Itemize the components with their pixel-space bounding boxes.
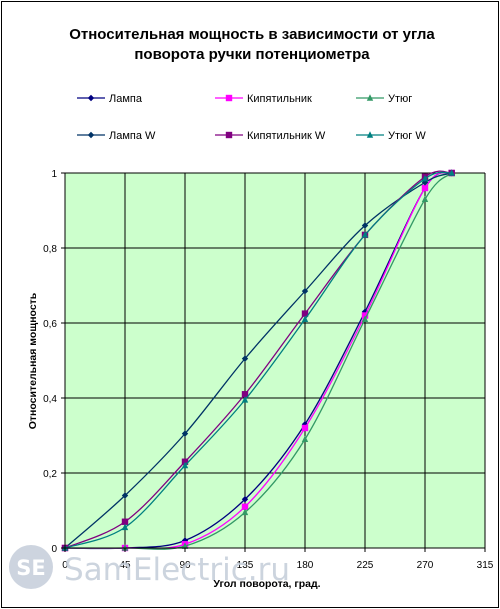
x-tick-label: 90 <box>179 560 191 571</box>
legend-marker <box>366 131 374 138</box>
y-axis-label: Относительная мощность <box>27 292 39 429</box>
chart-title-line1: Относительная мощность в зависимости от … <box>69 26 435 43</box>
watermark-badge-text: SE <box>16 556 45 580</box>
y-tick-label: 0,4 <box>43 394 57 405</box>
data-point <box>241 396 249 403</box>
data-point <box>301 287 309 295</box>
data-point <box>421 195 429 202</box>
data-point <box>121 523 129 531</box>
x-tick-label: 270 <box>417 560 434 571</box>
x-tick-label: 45 <box>119 560 131 571</box>
x-axis-label: Угол поворота, град. <box>213 578 320 590</box>
data-point <box>121 492 129 499</box>
chart-title-line2: поворота ручки потенциометра <box>134 46 370 63</box>
data-point <box>301 315 309 322</box>
data-point <box>421 184 429 192</box>
legend-marker <box>225 94 233 102</box>
y-tick-label: 0,8 <box>43 244 57 255</box>
legend-marker <box>366 94 374 101</box>
legend-marker <box>87 94 95 102</box>
watermark-text: SamElectric.ru <box>64 552 290 588</box>
data-point <box>301 424 309 432</box>
data-point <box>241 391 249 398</box>
x-tick-label: 225 <box>357 560 374 571</box>
x-tick-label: 0 <box>62 560 68 571</box>
series-line <box>64 171 452 549</box>
data-point <box>181 461 189 469</box>
legend-item-3: Утюг <box>356 93 412 105</box>
data-point <box>181 458 189 465</box>
data-point <box>421 179 429 186</box>
legend-item-5: Кипятильник W <box>215 130 326 142</box>
data-point <box>361 315 369 322</box>
data-point <box>181 542 189 549</box>
data-point <box>241 508 249 516</box>
legend-item-6: Утюг W <box>356 130 426 142</box>
y-tick-label: 0 <box>51 544 57 555</box>
data-point <box>361 312 369 319</box>
legend-label: Утюг <box>388 93 412 105</box>
data-point <box>448 169 455 176</box>
data-point <box>361 231 369 238</box>
data-point <box>241 496 249 503</box>
x-tick-label: 135 <box>237 560 254 571</box>
legend-label: Утюг W <box>388 130 426 142</box>
data-point <box>241 355 249 362</box>
data-point <box>241 503 249 510</box>
legend-marker <box>225 131 233 139</box>
y-tick-label: 0,6 <box>43 319 57 330</box>
legend-label: Кипятильник W <box>247 130 326 142</box>
data-point <box>421 174 429 182</box>
legend-item-1: Лампа <box>77 93 143 105</box>
data-point <box>301 435 309 442</box>
legend: Лампа Кипятильник Утюг Лампа W Кипятильник W… <box>77 93 426 142</box>
legend-label: Кипятильник <box>247 93 312 105</box>
data-point <box>361 222 369 229</box>
y-tick-label: 1 <box>51 169 57 180</box>
legend-item-4: Лампа W <box>77 130 156 142</box>
x-tick-label: 180 <box>297 560 314 571</box>
legend-label: Лампа W <box>109 130 156 142</box>
legend-item-2: Кипятильник <box>215 93 312 105</box>
axes: 0 45 90 135 180 225 270 315 0 0,2 0,4 0,6 0,8 1 <box>43 169 494 571</box>
data-point <box>181 430 189 437</box>
data-point <box>121 518 129 525</box>
watermark: SE SamElectric.ru <box>9 545 290 589</box>
series-line <box>64 172 452 549</box>
legend-label: Лампа <box>109 93 143 105</box>
x-tick-label: 315 <box>477 560 494 571</box>
series-line <box>64 170 452 549</box>
y-tick-label: 0,2 <box>43 469 57 480</box>
watermark-badge <box>9 545 53 589</box>
data-point <box>301 310 309 317</box>
legend-marker <box>87 131 95 139</box>
series-line <box>64 172 453 550</box>
